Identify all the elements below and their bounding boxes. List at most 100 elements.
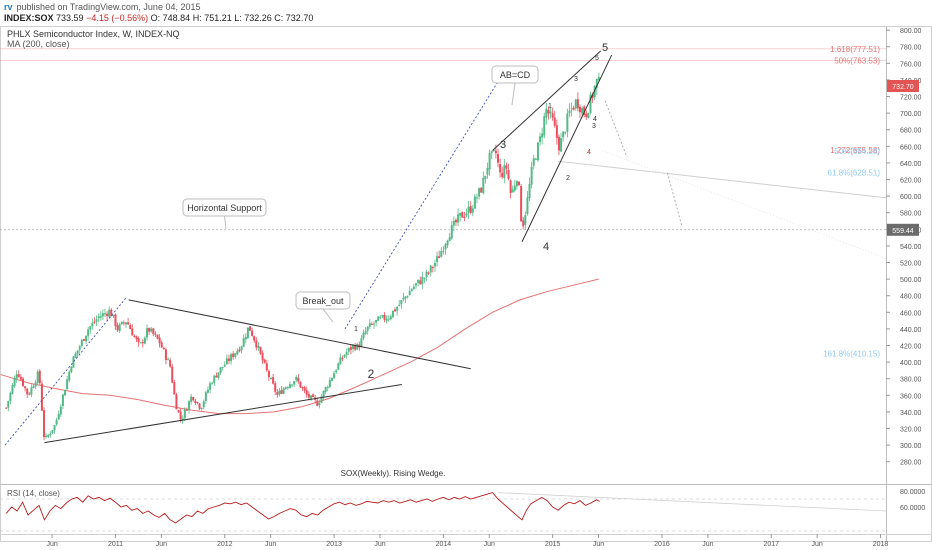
wave-label: 4	[593, 116, 597, 123]
candle-body	[433, 263, 436, 267]
fib-label: 50%(763.53)	[834, 56, 880, 65]
candle-body	[568, 110, 571, 114]
wave-label: 4	[543, 241, 549, 253]
candle-body	[536, 142, 539, 161]
support-price-tag-text: 559.44	[892, 228, 914, 235]
fib-label: 1.272(655.58)	[830, 146, 880, 155]
candle-body	[301, 387, 304, 389]
candle-body	[364, 331, 367, 334]
candle-body	[286, 387, 289, 389]
candle-body	[146, 328, 149, 338]
candle-body	[167, 359, 170, 361]
candle-body	[461, 212, 464, 218]
candle-body	[242, 338, 245, 347]
y-tick-label: 760.00	[900, 61, 922, 68]
candle-body	[425, 271, 428, 277]
candle-body	[267, 370, 270, 378]
candle-body	[312, 394, 315, 398]
candle-body	[337, 363, 340, 370]
candle-body	[404, 296, 407, 299]
y-tick-label: 800.00	[900, 28, 922, 35]
candle-body	[173, 382, 176, 395]
close-value: C: 732.70	[274, 13, 314, 23]
candle-body	[362, 333, 365, 339]
candle-body	[545, 108, 548, 118]
x-tick-label: Jun	[593, 541, 604, 548]
candle-body	[351, 344, 354, 349]
projection-line	[558, 160, 887, 199]
candle-body	[248, 326, 251, 331]
candle-body	[76, 350, 79, 354]
wave-label: 5	[602, 42, 608, 54]
candle-body	[175, 394, 178, 410]
candle-body	[38, 370, 41, 384]
candle-body	[526, 197, 529, 214]
fib-label: 50%(654.28)	[834, 147, 880, 156]
candle-body	[541, 133, 544, 138]
candle-body	[322, 390, 325, 398]
candle-body	[501, 172, 504, 178]
y-tick-label: 780.00	[900, 45, 922, 52]
candle-body	[534, 158, 537, 160]
candle-body	[555, 125, 558, 138]
fib-label: 1.618(777.51)	[830, 45, 880, 54]
candle-body	[91, 322, 94, 327]
candle-body	[183, 409, 186, 418]
candle-body	[251, 330, 254, 337]
published-text: published on TradingView.com, June 04, 2…	[16, 2, 201, 12]
candle-body	[61, 394, 64, 406]
candle-body	[223, 364, 226, 367]
y-tick-label: 500.00	[900, 277, 922, 284]
candle-body	[297, 377, 300, 382]
y-tick-label: 660.00	[900, 144, 922, 151]
candle-body	[391, 310, 394, 318]
wedge-upper-line	[492, 50, 602, 151]
candle-body	[373, 323, 376, 325]
candle-body	[127, 322, 130, 325]
candle-body	[74, 353, 77, 358]
y-tick-label: 600.00	[900, 194, 922, 201]
candle-body	[452, 220, 455, 226]
candle-body	[43, 410, 46, 437]
candle-body	[333, 373, 336, 379]
candle-body	[530, 166, 533, 185]
candle-body	[482, 177, 485, 194]
candle-body	[118, 324, 121, 332]
candle-body	[156, 334, 159, 339]
candle-body	[270, 378, 273, 380]
x-tick-label: 2017	[763, 541, 779, 548]
break-out-callout-tail	[322, 308, 334, 323]
candle-body	[412, 286, 415, 289]
channel-line	[344, 67, 508, 330]
y-tick-label: 540.00	[900, 244, 922, 251]
candle-body	[236, 350, 239, 355]
y-tick-label: 320.00	[900, 427, 922, 434]
candle-body	[576, 99, 579, 109]
ma-200-line	[0, 278, 599, 415]
candle-body	[202, 401, 205, 408]
candle-body	[103, 313, 106, 315]
candle-body	[328, 380, 331, 388]
candle-body	[225, 358, 228, 365]
candle-body	[539, 136, 542, 143]
candle-body	[480, 187, 483, 193]
candle-body	[13, 377, 16, 386]
candle-body	[377, 316, 380, 321]
candle-body	[53, 425, 56, 431]
candle-body	[162, 347, 165, 349]
candle-body	[572, 107, 575, 110]
published-line: rv published on TradingView.com, June 04,…	[4, 2, 200, 12]
candle-body	[581, 108, 584, 114]
candle-body	[110, 309, 113, 317]
candle-body	[150, 328, 153, 332]
candle-body	[431, 267, 434, 269]
last-price-tag	[887, 80, 919, 93]
candle-body	[15, 374, 18, 379]
candle-body	[87, 329, 90, 336]
ma-legend: MA (200, close)	[7, 39, 70, 49]
candle-body	[101, 313, 104, 317]
candle-body	[532, 158, 535, 166]
rsi-title: RSI (14, close)	[7, 489, 60, 498]
candle-body	[595, 79, 598, 88]
